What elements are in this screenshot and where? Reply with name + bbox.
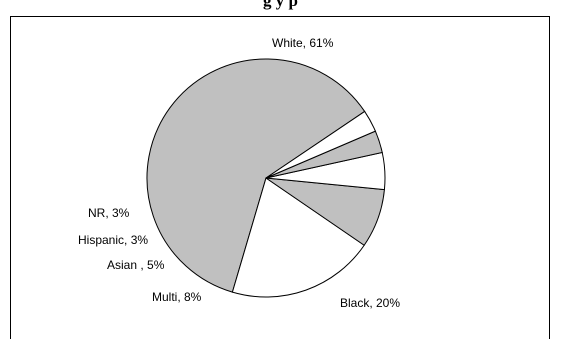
chart-frame bbox=[10, 16, 550, 339]
slice-label-5: NR, 3% bbox=[88, 206, 130, 220]
slice-label-0: White, 61% bbox=[272, 36, 334, 50]
pie-slices bbox=[146, 58, 386, 298]
chart-title: g y p bbox=[263, 0, 298, 10]
pie-slice-5 bbox=[265, 110, 377, 179]
slice-label-1: Black, 20% bbox=[340, 296, 400, 310]
pie-slice-1 bbox=[231, 177, 365, 298]
pie-labels: White, 61% Black, 20% Multi, 8% Asian , 5% H… bbox=[78, 36, 400, 310]
slice-label-3: Asian , 5% bbox=[107, 258, 165, 272]
slice-label-2: Multi, 8% bbox=[152, 290, 202, 304]
pie-slice-0 bbox=[146, 58, 366, 293]
slice-label-4: Hispanic, 3% bbox=[78, 233, 148, 247]
